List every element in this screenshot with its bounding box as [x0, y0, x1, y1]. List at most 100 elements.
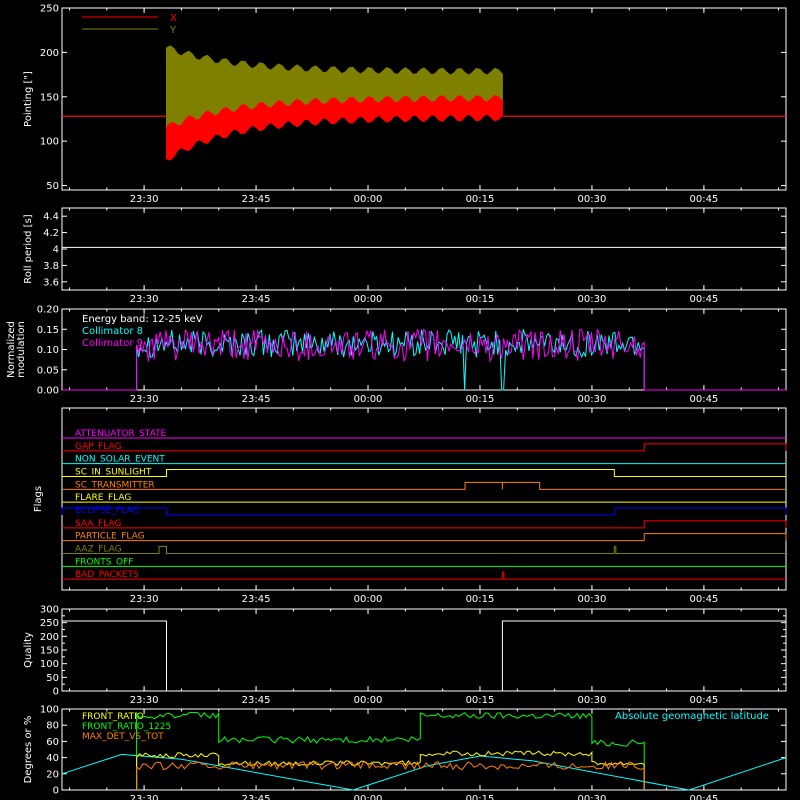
x-tick-label: 00:15 [466, 194, 495, 205]
flag-label-aaz_flag: AAZ_FLAG [75, 545, 122, 555]
y-tick-label: 200 [40, 632, 59, 643]
y-tick-label: 4 [53, 245, 59, 256]
series-collimator-9 [62, 328, 786, 391]
y-tick-label: 0.15 [37, 325, 59, 336]
flag-label-attenuator_state: ATTENUATOR_STATE [75, 429, 167, 439]
series-max_det_vs_tot [136, 760, 645, 791]
flag-label-eclipse_flag: ECLIPSE_FLAG [75, 506, 139, 516]
series-front_ratio_1225 [136, 711, 645, 791]
y-tick-label: 60 [46, 737, 59, 748]
flag-line-eclipse_flag [61, 507, 787, 516]
quality-line [62, 620, 786, 692]
x-tick-label: 00:45 [689, 695, 718, 706]
flag-label-saa_flag: SAA_FLAG [75, 519, 121, 529]
x-tick-label: 23:45 [242, 394, 271, 405]
x-tick-label: 00:30 [578, 794, 607, 800]
y-tick-label: 0.20 [37, 305, 59, 316]
panel-2: 23:30 23:45 00:00 00:15 00:30 00:45 3.6 3.8 4 4.2… [23, 207, 787, 305]
flag-line-gap_flag [62, 443, 787, 452]
y-tick-label: 150 [40, 92, 59, 103]
y-tick-label: 250 [40, 4, 59, 15]
x-tick-label: 00:15 [466, 695, 495, 706]
panel-3: 23:30 23:45 00:00 00:15 00:30 00:45 0.00 0.05 0.… [6, 305, 787, 405]
y-tick-label: 100 [40, 705, 59, 716]
x-tick-label: 00:45 [689, 794, 718, 800]
y-tick-label: 50 [46, 181, 59, 192]
x-tick-label: 23:45 [242, 695, 271, 706]
x-tick-label: 00:30 [578, 695, 607, 706]
y-tick-label: 150 [40, 646, 59, 657]
y-tick-label: 50 [46, 673, 59, 684]
flag-label-sc_transmitter: SC_TRANSMITTER [75, 480, 155, 490]
y-tick-label: 20 [46, 769, 59, 780]
series-absolute-geomagnetic-latitude [61, 753, 787, 791]
x-tick-label: 00:15 [466, 794, 495, 800]
y-tick-label: 250 [40, 618, 59, 629]
x-tick-label: 00:15 [466, 294, 495, 305]
y-tick-label: 0.00 [37, 386, 59, 397]
flag-line-aaz_flag [62, 546, 786, 554]
series-collimator-8 [62, 328, 786, 391]
legend-label: MAX_DET_VS_TOT [82, 732, 164, 742]
x-tick-label: 00:45 [689, 194, 718, 205]
x-tick-label: 00:30 [578, 194, 607, 205]
y-axis-label: modulation [16, 321, 27, 378]
x-tick-label: 23:30 [130, 194, 159, 205]
x-tick-label: 00:30 [578, 594, 607, 605]
x-tick-label: 23:30 [130, 394, 159, 405]
plot-frame [61, 7, 787, 191]
y-tick-label: 0 [53, 786, 59, 797]
x-tick-label: 00:00 [354, 695, 383, 706]
flag-label-particle_flag: PARTICLE_FLAG [75, 532, 145, 542]
y-tick-label: 300 [40, 605, 59, 616]
plot-frame [61, 207, 787, 291]
flag-line-particle_flag [62, 533, 787, 542]
y-tick-label: 3.8 [43, 261, 59, 272]
x-tick-label: 23:45 [242, 294, 271, 305]
legend-label: Collimator 9 [82, 338, 143, 349]
x-tick-label: 00:45 [689, 594, 718, 605]
y-tick-label: 100 [40, 659, 59, 670]
x-tick-label: 23:30 [130, 294, 159, 305]
legend-label: FRONT_RATIO_1225 [82, 722, 171, 732]
x-tick-label: 23:30 [130, 594, 159, 605]
y-axis-label: Degrees or % [23, 716, 34, 784]
x-tick-label: 23:45 [242, 594, 271, 605]
y-tick-label: 4.4 [43, 212, 59, 223]
x-tick-label: 00:45 [689, 294, 718, 305]
y-axis-label: Flags [33, 486, 44, 512]
legend-label: Y [169, 25, 177, 36]
x-tick-label: 23:30 [130, 695, 159, 706]
y-axis-label: Quality [23, 632, 34, 668]
y-tick-label: 40 [46, 753, 59, 764]
y-tick-label: 200 [40, 48, 59, 59]
plot-frame [61, 708, 787, 791]
x-tick-label: 00:30 [578, 394, 607, 405]
x-tick-label: 00:00 [354, 594, 383, 605]
panel-4: 23:30 23:45 00:00 00:15 00:30 00:45 Flags ATTEN… [33, 407, 787, 605]
y-tick-label: 3.6 [43, 277, 59, 288]
flag-label-fronts_off: FRONTS_OFF [75, 557, 133, 567]
panel-5: 23:30 23:45 00:00 00:15 00:30 00:45 0 50 100 150 2… [23, 605, 787, 706]
y-tick-label: 4.2 [43, 228, 59, 239]
flag-line-sc_in_sunlight [62, 469, 786, 477]
flag-line-sc_transmitter [62, 481, 786, 490]
legend-label: Collimator 8 [82, 326, 143, 337]
series-X-band [166, 94, 503, 161]
x-tick-label: 23:30 [130, 794, 159, 800]
flag-label-non_solar_event: NON_SOLAR_EVENT [75, 455, 165, 465]
legend-label: X [170, 13, 177, 24]
flag-label-flare_flag: FLARE_FLAG [75, 493, 131, 503]
y-tick-label: 0.10 [37, 345, 59, 356]
x-tick-label: 00:00 [354, 294, 383, 305]
x-tick-label: 00:00 [354, 394, 383, 405]
x-tick-label: 00:30 [578, 294, 607, 305]
y-axis-label: Roll period [s] [23, 214, 34, 283]
energy-band-annotation: Energy band: 12-25 keV [82, 314, 203, 325]
y-tick-label: 80 [46, 721, 59, 732]
x-tick-label: 23:45 [242, 794, 271, 800]
y-tick-label: 0 [53, 687, 59, 698]
flag-label-gap_flag: GAP_FLAG [75, 442, 121, 452]
x-tick-label: 00:45 [689, 394, 718, 405]
